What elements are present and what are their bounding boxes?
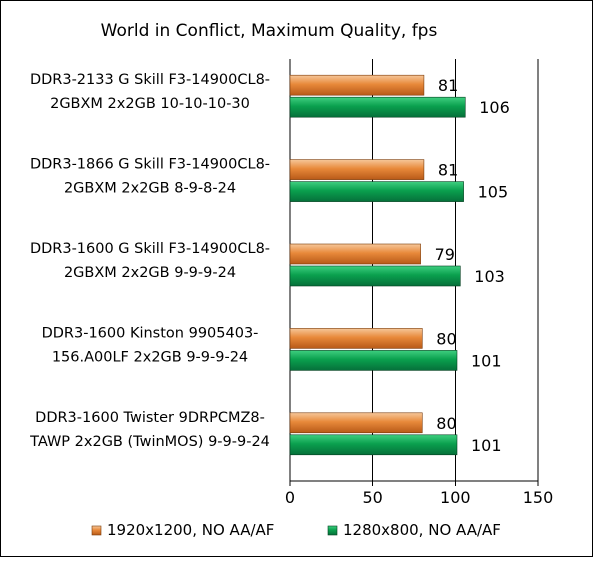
- x-tick-label: 0: [285, 488, 295, 507]
- x-tick-label: 50: [362, 488, 382, 507]
- value-label: 80: [436, 329, 456, 348]
- x-tick-label: 150: [523, 488, 554, 507]
- category-label: 2GBXM 2x2GB 8-9-8-24: [64, 181, 236, 197]
- value-label: 105: [478, 183, 509, 202]
- bars: [289, 74, 466, 456]
- bar-series-1-category-3: [289, 243, 421, 265]
- chart-title: World in Conflict, Maximum Quality, fps: [101, 21, 438, 41]
- category-label: DDR3-1600 Kinston 9905403-: [42, 325, 259, 341]
- legend-swatch-series-1: [91, 525, 102, 536]
- category-label: DDR3-1600 G Skill F3-14900CL8-: [30, 241, 270, 257]
- value-label: 103: [474, 267, 505, 286]
- value-label: 106: [479, 98, 510, 117]
- category-label: TAWP 2x2GB (TwinMOS) 9-9-9-24: [29, 434, 270, 450]
- legend: 1920x1200, NO AA/AF 1280x800, NO AA/AF: [91, 521, 501, 539]
- bar-series-1-category-4: [289, 328, 423, 349]
- category-label: 156.A00LF 2x2GB 9-9-9-24: [52, 349, 248, 365]
- bar-series-1-category-2: [289, 159, 425, 180]
- legend-label-series-2: 1280x800, NO AA/AF: [343, 521, 501, 539]
- bar-series-2-category-5: [289, 434, 458, 456]
- category-label: 2GBXM 2x2GB 9-9-9-24: [64, 265, 236, 281]
- category-label: 2GBXM 2x2GB 10-10-10-30: [50, 96, 250, 112]
- bar-series-2-category-1: [289, 96, 466, 118]
- value-label: 81: [438, 76, 458, 95]
- category-label: DDR3-1866 G Skill F3-14900CL8-: [30, 157, 270, 173]
- x-axis-ticks: 0 50 100 150: [285, 481, 553, 507]
- bar-series-2-category-3: [289, 265, 461, 287]
- value-labels: 81 106 81 105 79 103 80 101 80 101: [435, 76, 510, 455]
- legend-swatch-series-2: [327, 525, 338, 536]
- bar-series-1-category-5: [289, 412, 423, 434]
- value-label: 101: [471, 351, 502, 370]
- value-label: 80: [436, 414, 456, 433]
- x-tick-label: 100: [440, 488, 471, 507]
- legend-label-series-1: 1920x1200, NO AA/AF: [107, 521, 274, 539]
- bar-series-1-category-1: [289, 74, 425, 96]
- category-label: DDR3-2133 G Skill F3-14900CL8-: [30, 72, 270, 88]
- value-label: 81: [438, 161, 458, 180]
- bar-series-2-category-4: [289, 350, 458, 371]
- category-label: DDR3-1600 Twister 9DRPCMZ8-: [35, 410, 265, 426]
- value-label: 101: [471, 436, 502, 455]
- value-label: 79: [435, 245, 455, 264]
- bar-series-2-category-2: [289, 181, 464, 202]
- category-labels: DDR3-2133 G Skill F3-14900CL8- 2GBXM 2x2G…: [29, 72, 270, 450]
